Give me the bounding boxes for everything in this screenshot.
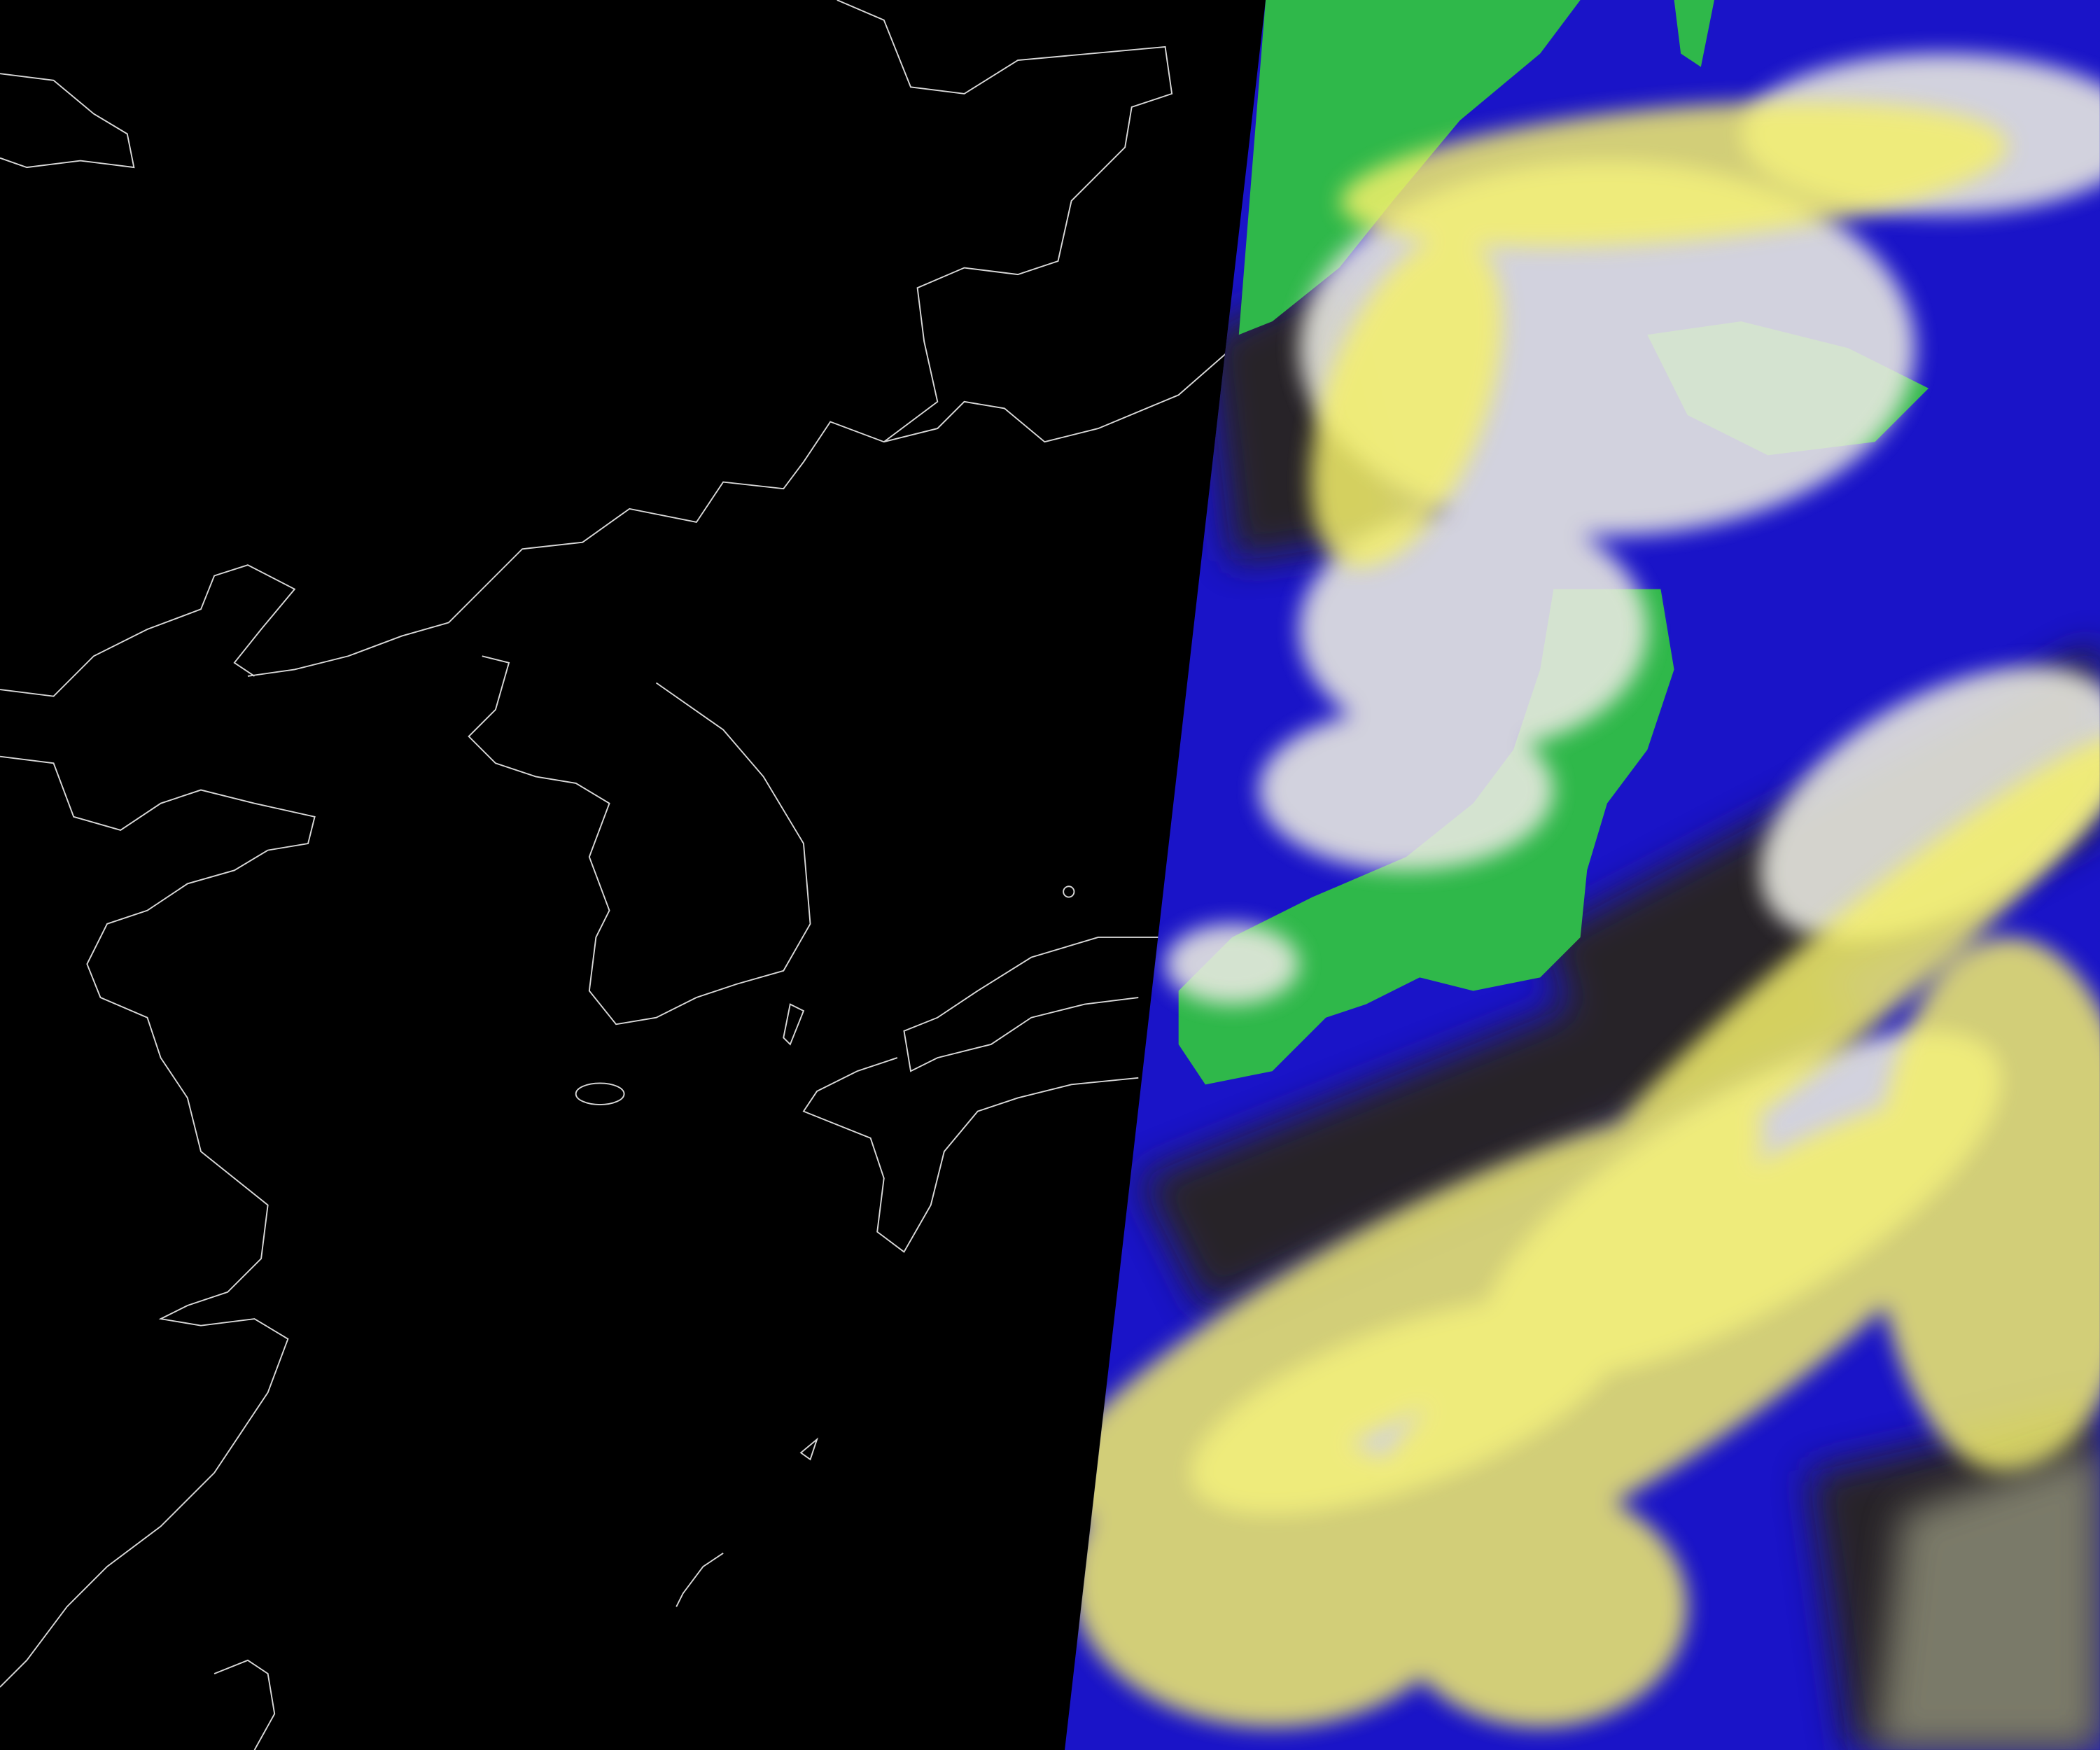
coastline-overlay bbox=[0, 0, 1233, 1750]
daylight-swath bbox=[1065, 0, 2100, 1750]
